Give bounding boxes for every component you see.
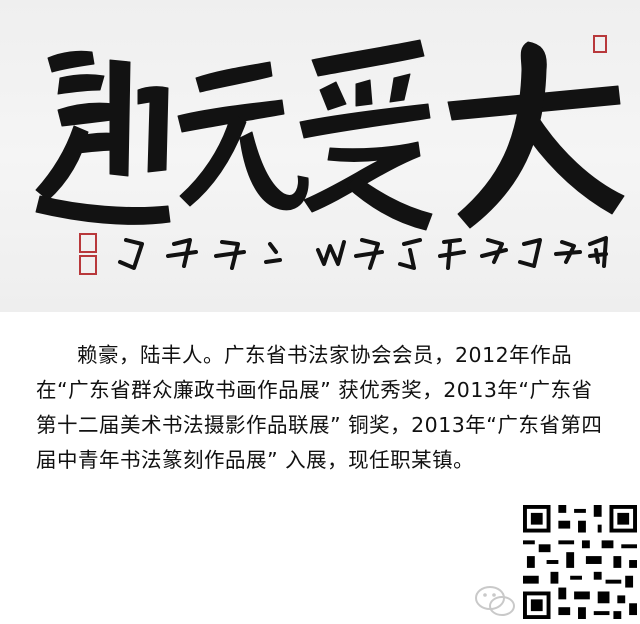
brush-character-da — [447, 41, 625, 229]
brush-character-ai — [299, 39, 433, 231]
seal-bottom-left-2 — [79, 255, 97, 275]
artist-caption: 赖豪，陆丰人。广东省书法家协会会员，2012年作品在“广东省群众廉政书画作品展”… — [36, 338, 611, 478]
wechat-watermark-icon — [475, 586, 515, 616]
red-seals — [79, 35, 607, 275]
main-calligraphy — [35, 39, 625, 270]
brush-character-jiang — [35, 50, 171, 225]
brush-character-wu — [177, 61, 309, 211]
seal-top-right — [593, 35, 607, 53]
seal-bottom-left-1 — [79, 233, 97, 253]
signature-inscription — [118, 236, 608, 270]
calligraphy-artwork — [0, 0, 640, 312]
caption-text: 赖豪，陆丰人。广东省书法家协会会员，2012年作品在“广东省群众廉政书画作品展”… — [36, 343, 603, 472]
qr-code-icon — [523, 505, 637, 619]
